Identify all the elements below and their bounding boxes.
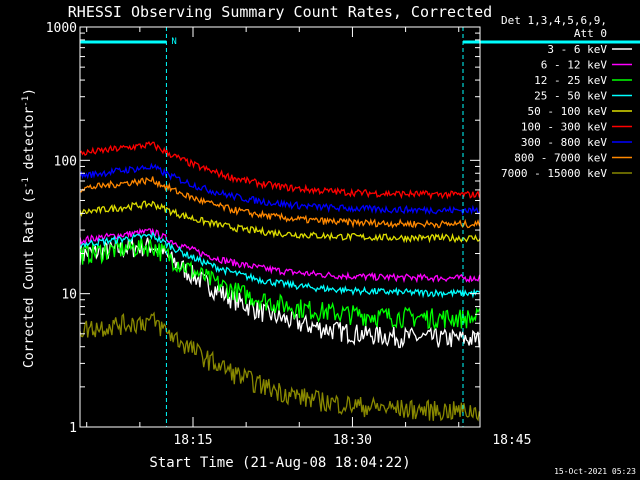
y-tick-label: 10 (61, 288, 77, 303)
flag-marker-n: N (171, 37, 176, 47)
x-axis-label: Start Time (21-Aug-08 18:04:22) (149, 455, 410, 471)
series-line (80, 237, 480, 331)
legend-label: 50 - 100 keV (528, 105, 608, 118)
y-axis-label-sup1: -1 (21, 177, 31, 188)
legend-header: Att 0 (574, 27, 607, 40)
legend-label: 7000 - 15000 keV (501, 167, 607, 180)
legend-label: 12 - 25 keV (534, 74, 607, 87)
legend-header: Det 1,3,4,5,6,9, (501, 14, 607, 27)
chart-title: RHESSI Observing Summary Count Rates, Co… (68, 3, 492, 21)
legend-label: 300 - 800 keV (521, 136, 607, 149)
plot-area: N (80, 27, 640, 427)
series-line (80, 231, 480, 299)
x-tick-label: 18:15 (173, 433, 212, 448)
y-axis: 1 10 100 1000 (46, 21, 480, 436)
y-tick-label: 1000 (46, 21, 77, 36)
legend-label: 800 - 7000 keV (514, 152, 607, 165)
footer-timestamp: 15-Oct-2021 05:23 (554, 467, 636, 476)
series-line (80, 227, 480, 284)
y-axis-label: Corrected Count Rate (s-1 detector-1) (21, 88, 37, 368)
legend-label: 100 - 300 keV (521, 121, 607, 134)
series-line (80, 311, 480, 422)
series-line (80, 200, 480, 244)
y-axis-label-end: ) (22, 88, 37, 96)
series-group (80, 141, 480, 422)
legend-label: 3 - 6 keV (547, 43, 607, 56)
y-tick-label: 100 (54, 154, 77, 169)
legend: 3 - 6 keV 6 - 12 keV 12 - 25 keV 25 - 50 ke… (501, 14, 632, 180)
series-line (80, 176, 480, 229)
x-tick-label: 18:45 (492, 433, 531, 448)
series-line (80, 141, 480, 201)
legend-label: 6 - 12 keV (541, 59, 608, 72)
y-axis-label-sup2: -1 (21, 96, 31, 107)
legend-label: 25 - 50 keV (534, 90, 607, 103)
y-tick-label: 1 (69, 421, 77, 436)
y-axis-label-main: Corrected Count Rate (s (22, 188, 37, 368)
plot-frame (79, 26, 481, 428)
y-axis-label-mid: detector (22, 107, 37, 178)
series-line (80, 162, 480, 216)
x-tick-label: 18:30 (333, 433, 372, 448)
series-line (80, 237, 480, 349)
